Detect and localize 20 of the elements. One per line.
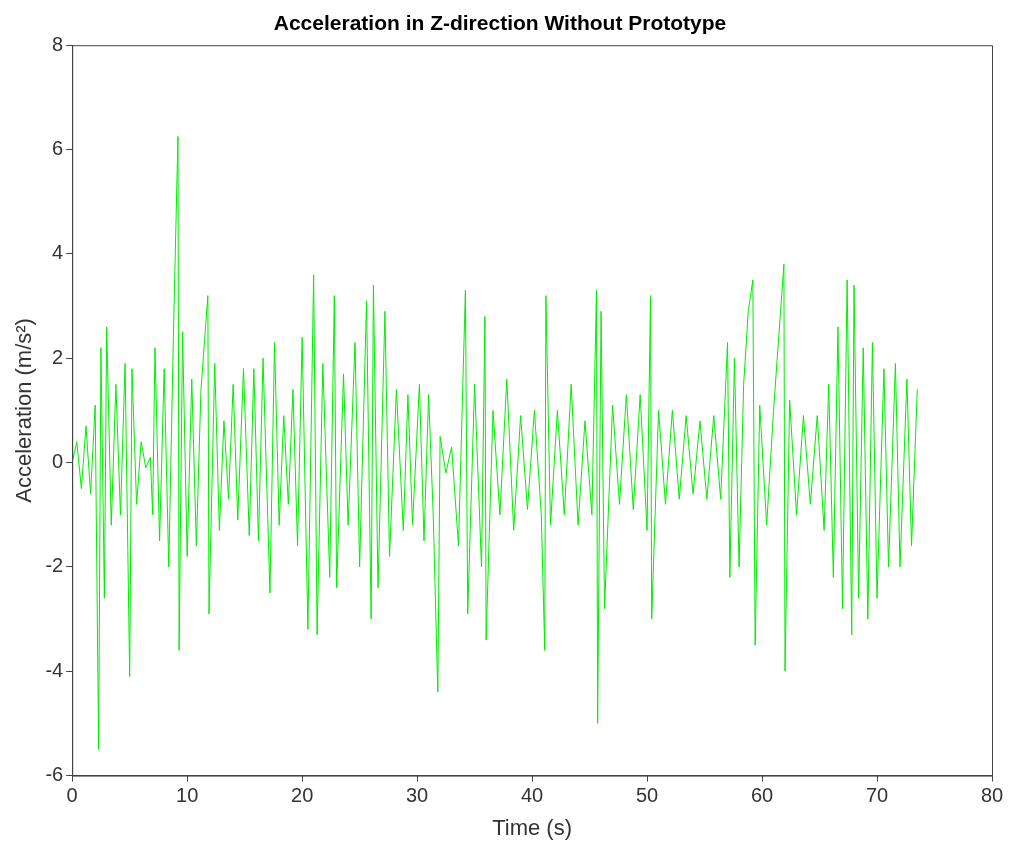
x-tick-label: 30 <box>405 784 429 807</box>
x-tick-label: 60 <box>750 784 774 807</box>
y-tick-label: 0 <box>52 450 64 473</box>
y-tick-label: -6 <box>45 763 64 786</box>
y-axis-title: Acceleration (m/s²) <box>11 318 37 503</box>
y-tick-label: 2 <box>52 345 64 368</box>
x-tick-label: 10 <box>176 784 199 807</box>
y-tick-label: 6 <box>52 137 64 160</box>
y-tick-label: -2 <box>45 554 64 577</box>
chart-title: Acceleration in Z-direction Without Prototype <box>273 11 727 35</box>
x-tick-label: 20 <box>291 784 314 807</box>
x-tick-label: 40 <box>520 784 544 807</box>
x-tick-label: 80 <box>980 784 1004 807</box>
y-tick-label: 8 <box>52 32 64 55</box>
x-axis-title: Time (s) <box>492 814 573 840</box>
y-tick-label: 4 <box>52 241 64 264</box>
x-tick-label: 50 <box>635 784 659 807</box>
y-tick-label: -4 <box>45 658 64 681</box>
x-tick-label: 0 <box>66 784 78 807</box>
x-tick-label: 70 <box>865 784 889 807</box>
